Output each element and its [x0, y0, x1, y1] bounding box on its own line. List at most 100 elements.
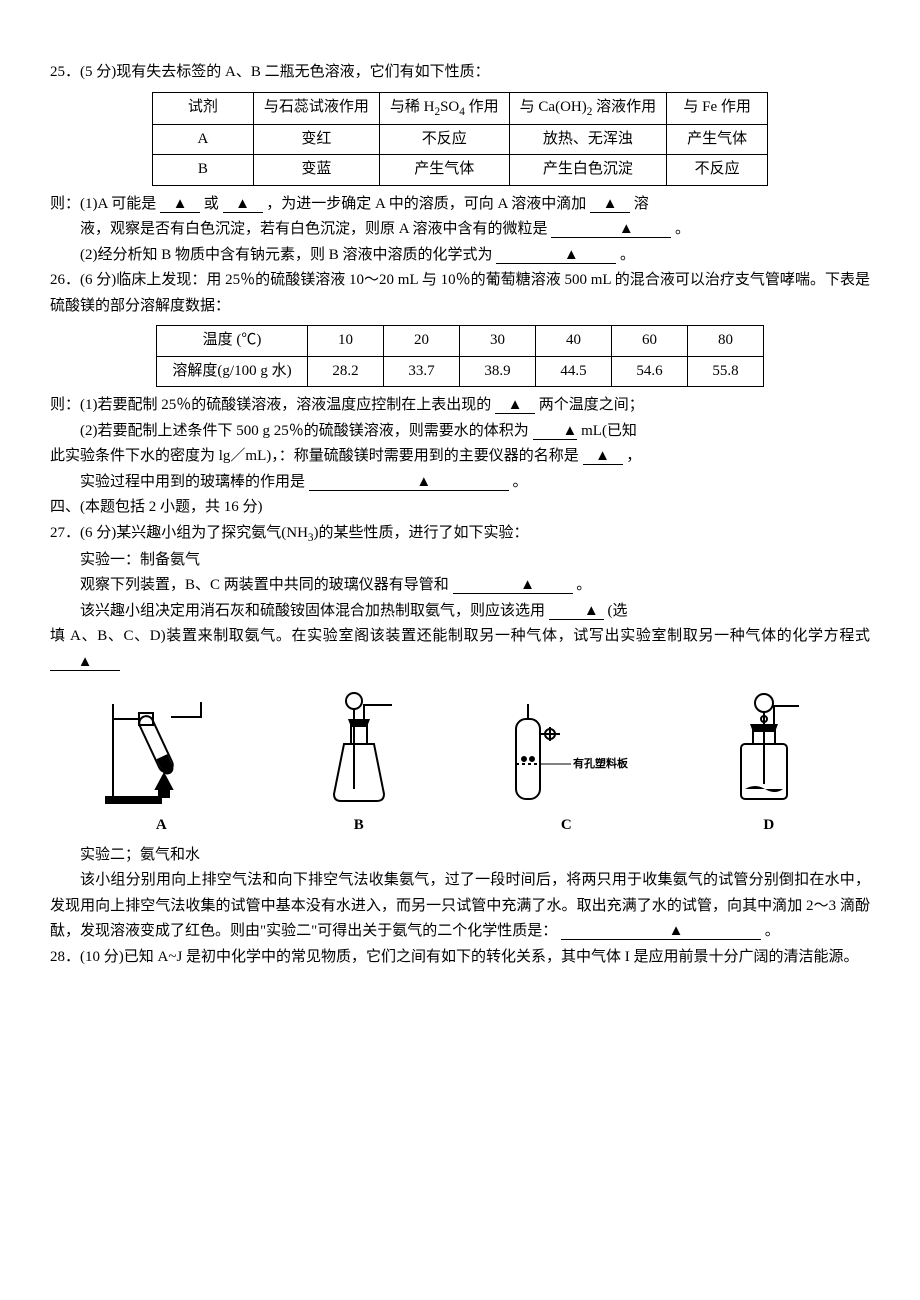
- table-row: 试剂 与石蕊试液作用 与稀 H2SO4 作用 与 Ca(OH)2 溶液作用 与 …: [152, 92, 767, 124]
- cell: 变红: [253, 124, 379, 155]
- text: ，: [626, 448, 641, 464]
- text: 液，观察是否有白色沉淀，若有白色沉淀，则原 A 溶液中含有的微粒是: [80, 221, 548, 237]
- fill-blank[interactable]: ▲: [160, 196, 200, 213]
- q27-header: 27．(6 分)某兴趣小组为了探究氨气(NH3)的某些性质，进行了如下实验：: [50, 521, 870, 548]
- cell: 产生气体: [667, 124, 768, 155]
- cell: 33.7: [384, 356, 460, 387]
- cell: 60: [612, 326, 688, 357]
- table-row: 温度 (℃) 10 20 30 40 60 80: [157, 326, 764, 357]
- q27-exp2-title: 实验二；氨气和水: [50, 843, 870, 869]
- cell: B: [152, 155, 253, 186]
- cell: 54.6: [612, 356, 688, 387]
- cell: 试剂: [152, 92, 253, 124]
- label-a: A: [101, 813, 221, 839]
- fill-blank[interactable]: ▲: [551, 221, 671, 238]
- text: 两个温度之间；: [539, 397, 644, 413]
- text: ，为进一步确定 A 中的溶质，可向 A 溶液中滴加: [266, 196, 586, 212]
- fill-blank[interactable]: ▲: [309, 474, 509, 491]
- text: mL(已知: [581, 423, 637, 439]
- cell: 与 Ca(OH)2 溶液作用: [509, 92, 666, 124]
- label-b: B: [304, 813, 414, 839]
- table-row: 溶解度(g/100 g 水) 28.2 33.7 38.9 44.5 54.6 …: [157, 356, 764, 387]
- q26-table: 温度 (℃) 10 20 30 40 60 80 溶解度(g/100 g 水) …: [156, 325, 764, 387]
- apparatus-d-icon: [719, 689, 819, 809]
- q25-line1: 则：(1)A 可能是 ▲ 或 ▲ ，为进一步确定 A 中的溶质，可向 A 溶液中…: [50, 192, 870, 218]
- q27-l1: 观察下列装置，B、C 两装置中共同的玻璃仪器有导管和 ▲ 。: [50, 573, 870, 599]
- text: (选: [608, 603, 628, 619]
- fill-blank[interactable]: ▲: [533, 423, 578, 440]
- cell: 80: [688, 326, 764, 357]
- cell: 55.8: [688, 356, 764, 387]
- cell: 产生气体: [379, 155, 509, 186]
- table-row: B 变蓝 产生气体 产生白色沉淀 不反应: [152, 155, 767, 186]
- text: 该兴趣小组决定用消石灰和硫酸铵固体混合加热制取氨气，则应该选用: [80, 603, 545, 619]
- cell: 溶解度(g/100 g 水): [157, 356, 308, 387]
- text: 。: [675, 221, 690, 237]
- q25-line2: 液，观察是否有白色沉淀，若有白色沉淀，则原 A 溶液中含有的微粒是 ▲ 。: [50, 217, 870, 243]
- cell: 放热、无浑浊: [509, 124, 666, 155]
- cell: 与 Fe 作用: [667, 92, 768, 124]
- q26-header: 26．(6 分)临床上发现：用 25％的硫酸镁溶液 10～20 mL 与 10％…: [50, 268, 870, 319]
- fill-blank[interactable]: ▲: [50, 654, 120, 671]
- text: 此实验条件下水的密度为 lg／mL)，：称量硫酸镁时需要用到的主要仪器的名称是: [50, 448, 579, 464]
- fill-blank[interactable]: ▲: [590, 196, 630, 213]
- text: 实验过程中用到的玻璃棒的作用是: [80, 474, 305, 490]
- text: 溶: [634, 196, 649, 212]
- annot-c: 有孔塑料板: [573, 756, 629, 770]
- table-row: A 变红 不反应 放热、无浑浊 产生气体: [152, 124, 767, 155]
- text: 。: [513, 474, 528, 490]
- cell: 变蓝: [253, 155, 379, 186]
- q27-exp1-title: 实验一：制备氨气: [50, 548, 870, 574]
- apparatus-c: 有孔塑料板 C: [496, 689, 636, 839]
- apparatus-a-icon: [101, 689, 221, 809]
- cell: 温度 (℃): [157, 326, 308, 357]
- q25-table: 试剂 与石蕊试液作用 与稀 H2SO4 作用 与 Ca(OH)2 溶液作用 与 …: [152, 92, 768, 186]
- section4-header: 四、(本题包括 2 小题，共 16 分): [50, 495, 870, 521]
- text: 。: [620, 247, 635, 263]
- q26-l1: 则：(1)若要配制 25％的硫酸镁溶液，溶液温度应控制在上表出现的 ▲ 两个温度…: [50, 393, 870, 419]
- q27-l2: 该兴趣小组决定用消石灰和硫酸铵固体混合加热制取氨气，则应该选用 ▲ (选: [50, 599, 870, 625]
- cell: 44.5: [536, 356, 612, 387]
- apparatus-diagrams: A B: [60, 689, 860, 839]
- q26-l3: 此实验条件下水的密度为 lg／mL)，：称量硫酸镁时需要用到的主要仪器的名称是 …: [50, 444, 870, 470]
- q28-header: 28．(10 分)已知 A~J 是初中化学中的常见物质，它们之间有如下的转化关系…: [50, 945, 870, 971]
- q25-line3: (2)经分析知 B 物质中含有钠元素，则 B 溶液中溶质的化学式为 ▲ 。: [50, 243, 870, 269]
- text: (2)经分析知 B 物质中含有钠元素，则 B 溶液中溶质的化学式为: [80, 247, 493, 263]
- text: 。: [765, 923, 780, 939]
- q25-header: 25．(5 分)现有失去标签的 A、B 二瓶无色溶液，它们有如下性质：: [50, 60, 870, 86]
- cell: 20: [384, 326, 460, 357]
- apparatus-a: A: [101, 689, 221, 839]
- cell: 10: [308, 326, 384, 357]
- apparatus-b-icon: [304, 689, 414, 809]
- fill-blank[interactable]: ▲: [561, 923, 761, 940]
- fill-blank[interactable]: ▲: [549, 603, 604, 620]
- fill-blank[interactable]: ▲: [496, 247, 616, 264]
- cell: 产生白色沉淀: [509, 155, 666, 186]
- apparatus-c-icon: 有孔塑料板: [496, 689, 636, 809]
- text: 或: [204, 196, 219, 212]
- text: 则：(1)A 可能是: [50, 196, 156, 212]
- fill-blank[interactable]: ▲: [583, 448, 623, 465]
- text: (2)若要配制上述条件下 500 g 25％的硫酸镁溶液，则需要水的体积为: [80, 423, 529, 439]
- cell: 28.2: [308, 356, 384, 387]
- text: 。: [576, 577, 591, 593]
- q27-l3: 填 A、B、C、D)装置来制取氨气。在实验室阁该装置还能制取另一种气体，试写出实…: [50, 624, 870, 675]
- text: 填 A、B、C、D)装置来制取氨气。在实验室阁该装置还能制取另一种气体，试写出实…: [50, 628, 870, 644]
- cell: 与石蕊试液作用: [253, 92, 379, 124]
- fill-blank[interactable]: ▲: [223, 196, 263, 213]
- fill-blank[interactable]: ▲: [453, 577, 573, 594]
- cell: A: [152, 124, 253, 155]
- apparatus-b: B: [304, 689, 414, 839]
- apparatus-d: D: [719, 689, 819, 839]
- text: 观察下列装置，B、C 两装置中共同的玻璃仪器有导管和: [80, 577, 449, 593]
- cell: 与稀 H2SO4 作用: [379, 92, 509, 124]
- q26-l2: (2)若要配制上述条件下 500 g 25％的硫酸镁溶液，则需要水的体积为 ▲ …: [50, 419, 870, 445]
- label-d: D: [719, 813, 819, 839]
- cell: 40: [536, 326, 612, 357]
- q26-l4: 实验过程中用到的玻璃棒的作用是 ▲ 。: [50, 470, 870, 496]
- fill-blank[interactable]: ▲: [495, 397, 535, 414]
- label-c: C: [496, 813, 636, 839]
- q27-p2: 该小组分别用向上排空气法和向下排空气法收集氨气，过了一段时间后，将两只用于收集氨…: [50, 868, 870, 945]
- text: 则：(1)若要配制 25％的硫酸镁溶液，溶液温度应控制在上表出现的: [50, 397, 491, 413]
- cell: 30: [460, 326, 536, 357]
